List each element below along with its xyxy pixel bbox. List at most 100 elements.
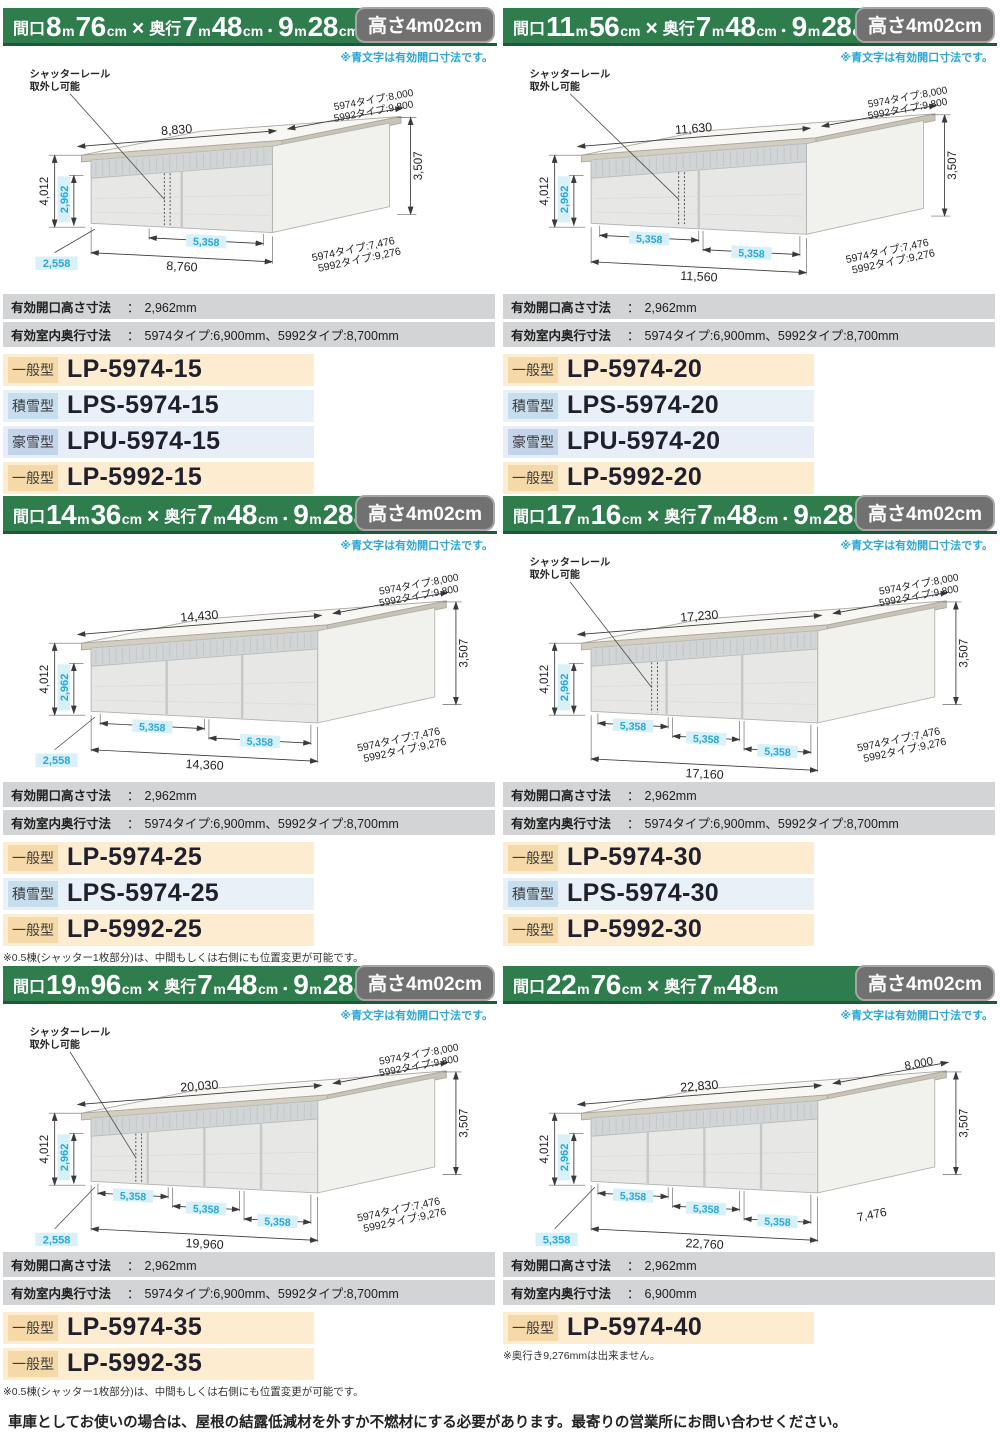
size-text-segment: 96 [90,969,122,1000]
svg-text:5,358: 5,358 [246,736,273,749]
model-list: 一般型 LP-5974-20 積雪型 LPS-5974-20 豪雪型 LPU-5974-2… [503,354,997,495]
svg-text:5,358: 5,358 [264,1216,291,1229]
model-row: 一般型 LP-5974-40 [503,1312,814,1345]
size-text-segment: m [577,981,590,997]
spec-label: 有効開口高さ寸法 [511,789,612,804]
maguchi-label: 間口 [13,21,46,38]
height-badge: 高さ4m02cm [854,965,995,1001]
svg-text:3,507: 3,507 [958,639,970,668]
size-header: 間口 17m16cm × 奥行 7m48cm・9m28cm 高さ4m02cm [503,494,997,534]
model-code: LP-5974-15 [67,355,203,384]
panel-footnote: ※0.5棟(シャッター1枚部分)は、中間もしくは右側にも位置変更が可能です。 [3,1386,364,1399]
depth-label: 奥行 [664,509,697,526]
model-list: 一般型 LP-5974-40 [503,1312,997,1345]
svg-text:2,962: 2,962 [59,186,71,214]
svg-text:5,358: 5,358 [620,1190,647,1203]
product-panel: 間口 22m76cm × 奥行 7m48cm 高さ4m02cm ※青文字は有効開… [503,964,997,1399]
depth-label: 奥行 [164,979,197,996]
model-row: 積雪型 LPS-5974-15 [3,390,314,423]
spec-label: 有効室内奥行寸法 [511,329,612,344]
model-code: LPU-5974-15 [67,427,221,456]
size-text-segment: cm・ [257,511,293,527]
product-panel: 間口 19m96cm × 奥行 7m48cm・9m28cm 高さ4m02cm ※… [3,964,497,1399]
size-text-segment: cm [106,23,127,39]
catalog-grid: 間口 8m76cm × 奥行 7m48cm・9m28cm 高さ4m02cm ※青… [3,6,997,1399]
spec-value: 5974タイプ:6,900mm、5992タイプ:8,700mm [644,817,899,832]
svg-text:取外し可能: 取外し可能 [530,80,580,93]
spec-value: 5974タイプ:6,900mm、5992タイプ:8,700mm [144,329,399,344]
svg-text:4,012: 4,012 [539,665,551,694]
svg-text:8,830: 8,830 [161,122,193,138]
model-type-badge: 一般型 [508,356,558,383]
svg-text:5,358: 5,358 [738,247,765,260]
product-panel: 間口 8m76cm × 奥行 7m48cm・9m28cm 高さ4m02cm ※青… [3,6,497,512]
model-code: LPU-5974-20 [567,427,721,456]
size-text-segment: 56 [589,11,620,42]
svg-text:2,962: 2,962 [59,1144,71,1172]
spec-colon: ： [127,1259,140,1274]
product-panel: 間口 17m16cm × 奥行 7m48cm・9m28cm 高さ4m02cm ※… [503,494,997,964]
height-badge: 高さ4m02cm [354,495,495,531]
size-text-segment: 48 [211,11,243,42]
model-row: 一般型 LP-5992-35 [3,1348,314,1381]
model-code: LP-5992-35 [67,1349,203,1378]
maguchi-label: 間口 [513,979,546,996]
svg-text:5,358: 5,358 [120,1190,147,1203]
depth-value: 7m48cm・9m28cm [182,13,360,41]
svg-text:3,507: 3,507 [413,151,425,180]
size-text-segment: 8 [46,11,62,42]
size-text-segment: cm [620,23,641,39]
svg-text:2,962: 2,962 [559,1144,571,1172]
size-text-segment: m [213,511,226,527]
size-text-segment: 7 [197,499,213,530]
size-text-segment: 9 [791,11,808,42]
spec-row-interior-depth: 有効室内奥行寸法 ： 5974タイプ:6,900mm、5992タイプ:8,700… [3,322,495,348]
svg-text:20,030: 20,030 [180,1078,219,1095]
spec-label: 有効室内奥行寸法 [11,817,112,832]
svg-text:取外し可能: 取外し可能 [30,1038,80,1051]
maguchi-label: 間口 [513,509,546,526]
depth-value: 7m48cm・9m28cm [697,501,875,529]
garage-drawing: シャッターレール取外し可能20,0305974タイプ:8,0005992タイプ:… [30,1026,471,1252]
svg-text:2,962: 2,962 [559,186,571,214]
garage-building [81,600,447,724]
model-code: LPS-5974-30 [567,879,719,908]
svg-text:3,507: 3,507 [958,1109,970,1138]
times-sign: × [147,975,160,998]
depth-value: 7m48cm・9m28cm [696,13,874,41]
times-sign: × [645,17,658,40]
spec-colon: ： [627,1259,640,1274]
svg-text:シャッターレール: シャッターレール [30,68,111,80]
spec-row-opening-height: 有効開口高さ寸法 ： 2,962mm [3,1252,495,1278]
svg-text:5,358: 5,358 [764,1216,791,1229]
garage-drawing: シャッターレール取外し可能11,6305974タイプ:8,0005992タイプ:… [530,68,959,284]
size-text-segment: m [198,23,211,39]
size-text-segment: m [309,981,322,997]
svg-text:4,012: 4,012 [39,1135,51,1164]
size-text-segment: cm [621,981,643,997]
size-header-bar: 間口 14m36cm × 奥行 7m48cm・9m28cm [3,496,405,532]
svg-text:4,012: 4,012 [39,177,51,206]
size-text-segment: 48 [726,969,758,1000]
model-list: 一般型 LP-5974-35 一般型 LP-5992-35 [3,1312,497,1381]
svg-text:シャッターレール: シャッターレール [530,556,611,568]
depth-label: 奥行 [662,21,695,38]
size-header: 間口 19m96cm × 奥行 7m48cm・9m28cm 高さ4m02cm [3,964,497,1004]
model-code: LPS-5974-25 [67,879,219,908]
spec-colon: ： [627,1287,640,1302]
size-text-segment: 7 [182,11,198,42]
depth-label: 奥行 [149,21,182,38]
spec-colon: ： [627,329,640,344]
size-header: 間口 8m76cm × 奥行 7m48cm・9m28cm 高さ4m02cm [3,6,497,46]
size-text-segment: 7 [697,499,713,530]
page-bottom-note: 車庫としてお使いの場合は、屋根の結露低減材を外すか不燃材にする必要があります。最… [8,1415,847,1432]
depth-label: 奥行 [164,509,197,526]
header-underline [3,43,497,46]
model-type-badge: 積雪型 [8,880,58,907]
header-underline [503,1001,997,1004]
spec-row-opening-height: 有効開口高さ寸法 ： 2,962mm [3,294,495,320]
size-text-segment: 28 [821,11,852,42]
svg-text:7,476: 7,476 [856,1205,889,1225]
svg-text:4,012: 4,012 [39,665,51,694]
model-type-badge: 一般型 [8,356,58,383]
